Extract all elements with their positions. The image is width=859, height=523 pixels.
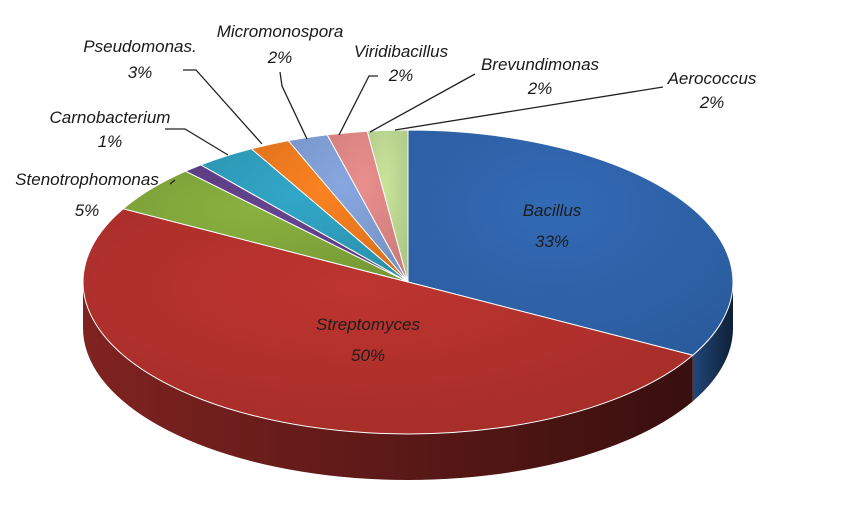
slice-value-bacillus: 33% [535,232,569,251]
slice-name-micromonospora: Micromonospora [217,22,344,41]
slice-value-aerococcus: 2% [699,93,725,112]
slice-value-viridibacillus: 2% [388,66,414,85]
leader-line-viridibacillus [338,75,378,136]
leader-line-carnobacterium [165,128,229,156]
pie-top-faces [82,129,734,435]
pie-slice-bacillus [407,129,734,356]
slice-name-stenotrophomonas: Stenotrophomonas [15,170,159,189]
slice-name-bacillus: Bacillus [523,201,582,220]
pie-labels: Bacillus 33% Streptomyces 50% Stenotrophomon… [15,22,757,365]
slice-name-brevundimonas: Brevundimonas [481,55,600,74]
leader-line-micromonospora [279,71,308,140]
slice-name-streptomyces: Streptomyces [316,315,420,334]
pie-side-streptomyces [83,282,693,480]
leader-line-brevundimonas [369,73,476,133]
slice-value-micromonospora: 2% [267,48,293,67]
pie-slice-streptomyces [82,208,694,435]
slice-value-streptomyces: 50% [351,346,385,365]
leader-line-stenotrophomonas [169,179,176,185]
leader-lines [165,69,664,185]
slice-name-carnobacterium: Carnobacterium [50,108,171,127]
pie-side-walls [83,282,733,480]
slice-value-pseudomonas: 3% [128,63,153,82]
slice-value-carnobacterium: 1% [98,132,123,151]
pie-slice-aerococcus [366,129,409,283]
slice-name-aerococcus: Aerococcus [667,69,757,88]
slice-name-viridibacillus: Viridibacillus [354,42,449,61]
leader-line-aerococcus [394,86,664,131]
leader-line-pseudomonas [183,69,263,145]
slice-value-brevundimonas: 2% [527,79,553,98]
slice-name-pseudomonas: Pseudomonas. [83,37,196,56]
pie-side-bacillus [692,282,733,402]
slice-value-stenotrophomonas: 5% [75,201,100,220]
